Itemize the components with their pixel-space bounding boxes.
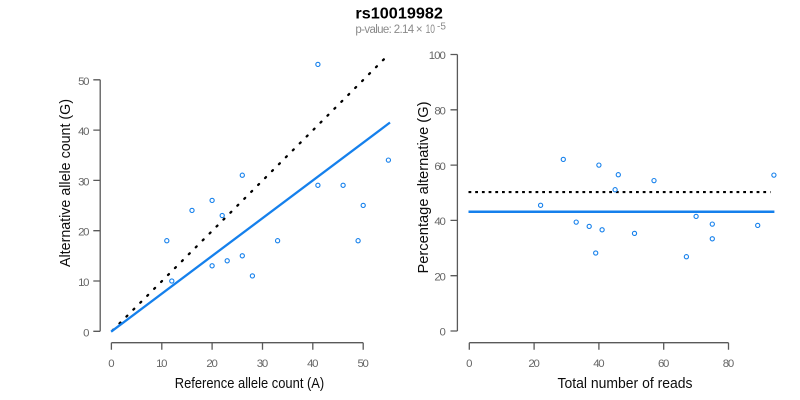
svg-text:100: 100 xyxy=(429,50,446,62)
svg-text:Alternative allele count (G): Alternative allele count (G) xyxy=(57,99,74,267)
svg-text:Percentage alternative (G): Percentage alternative (G) xyxy=(415,101,432,273)
svg-text:rs10019982: rs10019982 xyxy=(355,5,443,22)
svg-text:0: 0 xyxy=(108,358,114,370)
svg-text:20: 20 xyxy=(78,227,89,239)
svg-text:40: 40 xyxy=(307,358,318,370)
svg-text:80: 80 xyxy=(723,358,734,370)
svg-text:×: × xyxy=(416,24,423,36)
svg-text:20: 20 xyxy=(206,358,217,370)
svg-text:0: 0 xyxy=(439,327,445,339)
svg-text:30: 30 xyxy=(78,176,89,188)
svg-text:30: 30 xyxy=(257,358,268,370)
svg-text:50: 50 xyxy=(358,358,369,370)
svg-text:20: 20 xyxy=(528,358,539,370)
svg-text:60: 60 xyxy=(434,161,445,173)
svg-text:40: 40 xyxy=(78,126,89,138)
svg-text:40: 40 xyxy=(593,358,604,370)
svg-text:10: 10 xyxy=(156,358,167,370)
svg-text:10: 10 xyxy=(426,24,435,36)
svg-text:-5: -5 xyxy=(437,22,446,33)
svg-text:50: 50 xyxy=(78,76,89,88)
svg-text:20: 20 xyxy=(434,271,445,283)
svg-text:0: 0 xyxy=(466,358,472,370)
svg-text:p-value: 2.14: p-value: 2.14 xyxy=(355,24,414,36)
svg-text:10: 10 xyxy=(78,277,89,289)
svg-text:Reference allele count (A): Reference allele count (A) xyxy=(175,375,325,392)
svg-text:Total number of reads: Total number of reads xyxy=(558,375,693,392)
svg-text:60: 60 xyxy=(658,358,669,370)
svg-text:40: 40 xyxy=(434,216,445,228)
svg-text:0: 0 xyxy=(83,327,89,339)
svg-text:80: 80 xyxy=(434,106,445,118)
